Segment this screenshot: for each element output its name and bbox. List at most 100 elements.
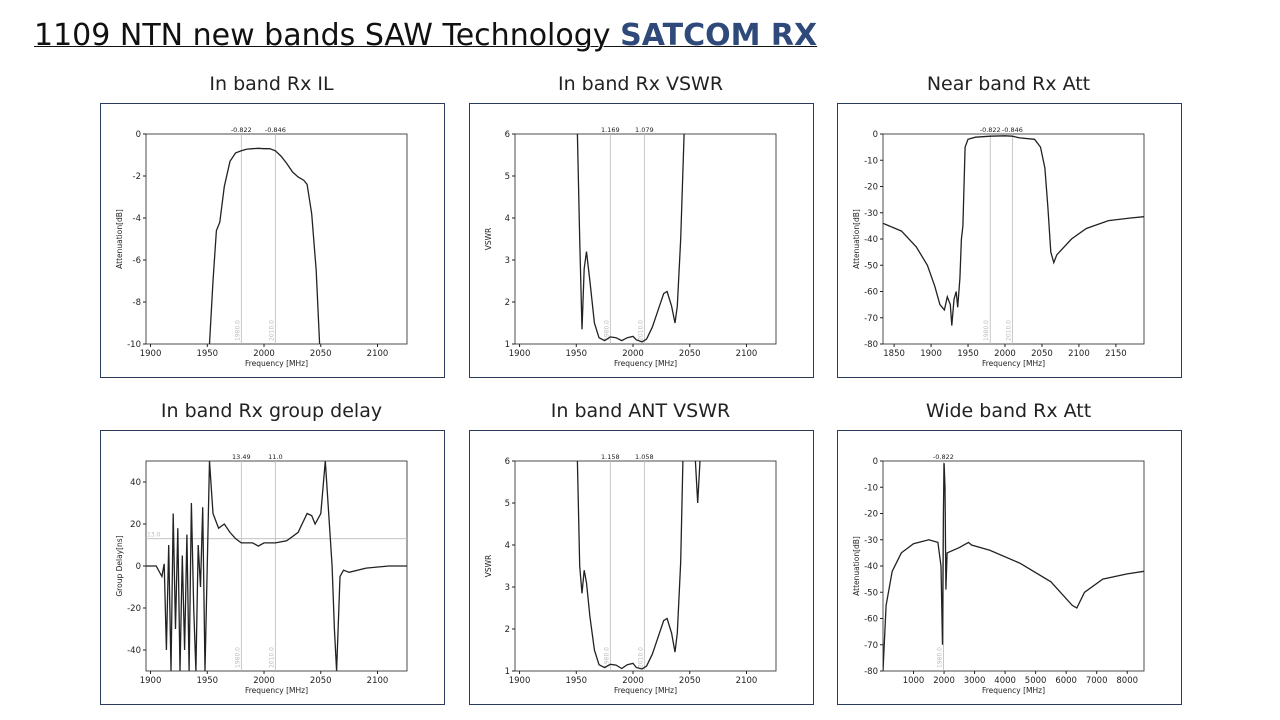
marker-x-label: 2010.0 (637, 647, 644, 668)
y-tick-label: -20 (864, 183, 878, 193)
y-tick-label: 5 (505, 172, 510, 182)
y-tick-label: -70 (864, 641, 878, 651)
x-tick-label: 2000 (994, 349, 1016, 359)
x-tick-label: 5000 (1025, 676, 1047, 686)
chart: 1900 1950 2000 2050 2100 40 20 0 -20 -40 Frequency… (100, 430, 445, 705)
y-tick-label: -10 (127, 340, 141, 350)
x-axis-label: Frequency [MHz] (982, 686, 1045, 695)
y-tick-label: -80 (864, 340, 878, 350)
x-tick-label: 4000 (994, 676, 1016, 686)
marker-value: 1.079 (635, 126, 654, 134)
x-axis-label: Frequency [MHz] (982, 359, 1045, 368)
x-tick-label: 1900 (140, 676, 162, 686)
x-tick-label: 7000 (1086, 676, 1108, 686)
y-tick-label: 2 (505, 625, 510, 635)
y-tick-label: -30 (864, 536, 878, 546)
x-tick-label: 2000 (253, 676, 275, 686)
y-tick-label: -4 (133, 214, 141, 224)
x-tick-label: 1900 (509, 676, 531, 686)
y-tick-label: -20 (127, 604, 141, 614)
chart-title: In band ANT VSWR (550, 400, 731, 422)
y-tick-label: 2 (505, 298, 510, 308)
y-tick-label: 1 (505, 340, 510, 350)
x-tick-label: 2100 (736, 349, 758, 359)
slide-title: 1109 NTN new bands SAW Technology SATCOM… (34, 18, 817, 53)
x-axis-label: Frequency [MHz] (614, 686, 677, 695)
y-tick-label: 6 (505, 130, 510, 140)
y-axis-label: VSWR (484, 555, 493, 578)
x-tick-label: 1950 (957, 349, 979, 359)
x-axis-label: Frequency [MHz] (614, 359, 677, 368)
x-tick-label: 2050 (310, 349, 332, 359)
y-tick-label: 5 (505, 499, 510, 509)
y-axis-label: Attenuation[dB] (852, 209, 861, 269)
marker-value: -0.846 (1002, 126, 1023, 134)
y-tick-label: 0 (873, 457, 878, 467)
y-tick-label: 0 (136, 562, 141, 572)
y-axis-label: Attenuation[dB] (115, 209, 124, 269)
x-tick-label: 1950 (565, 676, 587, 686)
y-tick-label: 40 (130, 478, 141, 488)
marker-value: -0.846 (265, 126, 286, 134)
y-axis-label: Group Delay[ns] (115, 535, 124, 596)
x-tick-label: 1950 (196, 349, 218, 359)
plot-area (514, 133, 777, 345)
x-tick-label: 2050 (310, 676, 332, 686)
reference-label: 13.0 (147, 532, 161, 539)
data-line (576, 461, 701, 670)
data-line (576, 134, 685, 343)
x-tick-label: 2000 (622, 676, 644, 686)
data-line (883, 463, 1144, 671)
x-tick-label: 2150 (1105, 349, 1127, 359)
data-line (208, 147, 321, 344)
x-axis-label: Frequency [MHz] (245, 686, 308, 695)
marker-value: -0.822 (980, 126, 1001, 134)
data-line (883, 135, 1144, 326)
chart-title: In band Rx group delay (160, 400, 383, 422)
chart: 1850 1900 1950 2000 2050 2100 2150 0 -10 -20 -30 -4… (837, 103, 1182, 378)
y-tick-label: 0 (136, 130, 141, 140)
marker-x-label: 1980.0 (983, 320, 990, 341)
y-tick-label: -80 (864, 667, 878, 677)
y-tick-label: -60 (864, 288, 878, 298)
marker-x-label: 2010.0 (637, 320, 644, 341)
y-tick-label: -40 (127, 646, 141, 656)
x-tick-label: 1850 (883, 349, 905, 359)
x-tick-label: 8000 (1116, 676, 1138, 686)
marker-value: -0.822 (933, 453, 954, 461)
y-tick-label: -6 (133, 256, 141, 266)
x-tick-label: 1000 (903, 676, 925, 686)
x-tick-label: 2100 (367, 676, 389, 686)
y-tick-label: -70 (864, 314, 878, 324)
y-tick-label: -50 (864, 588, 878, 598)
marker-x-label: 1980.0 (936, 647, 943, 668)
y-tick-label: 20 (130, 520, 141, 530)
y-tick-label: -10 (864, 156, 878, 166)
x-tick-label: 2000 (253, 349, 275, 359)
marker-x-label: 1980.0 (234, 320, 241, 341)
x-axis-label: Frequency [MHz] (245, 359, 308, 368)
plot-area (514, 460, 777, 672)
marker-value: 13.49 (232, 453, 251, 461)
y-tick-label: -2 (133, 172, 141, 182)
y-tick-label: 3 (505, 583, 510, 593)
x-tick-label: 1900 (140, 349, 162, 359)
y-tick-label: 1 (505, 667, 510, 677)
y-tick-label: -20 (864, 510, 878, 520)
chart-title: Wide band Rx Att (925, 400, 1092, 422)
y-tick-label: 4 (505, 541, 510, 551)
plot-area (882, 133, 1145, 345)
y-tick-label: -40 (864, 562, 878, 572)
title-text: 1109 NTN new bands SAW Technology (34, 18, 611, 53)
plot-area (145, 133, 408, 345)
title-highlight: SATCOM RX (620, 18, 818, 53)
x-tick-label: 2100 (1068, 349, 1090, 359)
y-axis-label: VSWR (484, 228, 493, 251)
y-tick-label: 3 (505, 256, 510, 266)
y-tick-label: -8 (133, 298, 141, 308)
marker-value: 1.058 (635, 453, 654, 461)
marker-x-label: 1980.0 (603, 320, 610, 341)
y-tick-label: -10 (864, 483, 878, 493)
chart: 1900 1950 2000 2050 2100 0 -2 -4 -6 -8 -10 Frequenc… (100, 103, 445, 378)
chart-title: In band Rx IL (209, 73, 334, 95)
